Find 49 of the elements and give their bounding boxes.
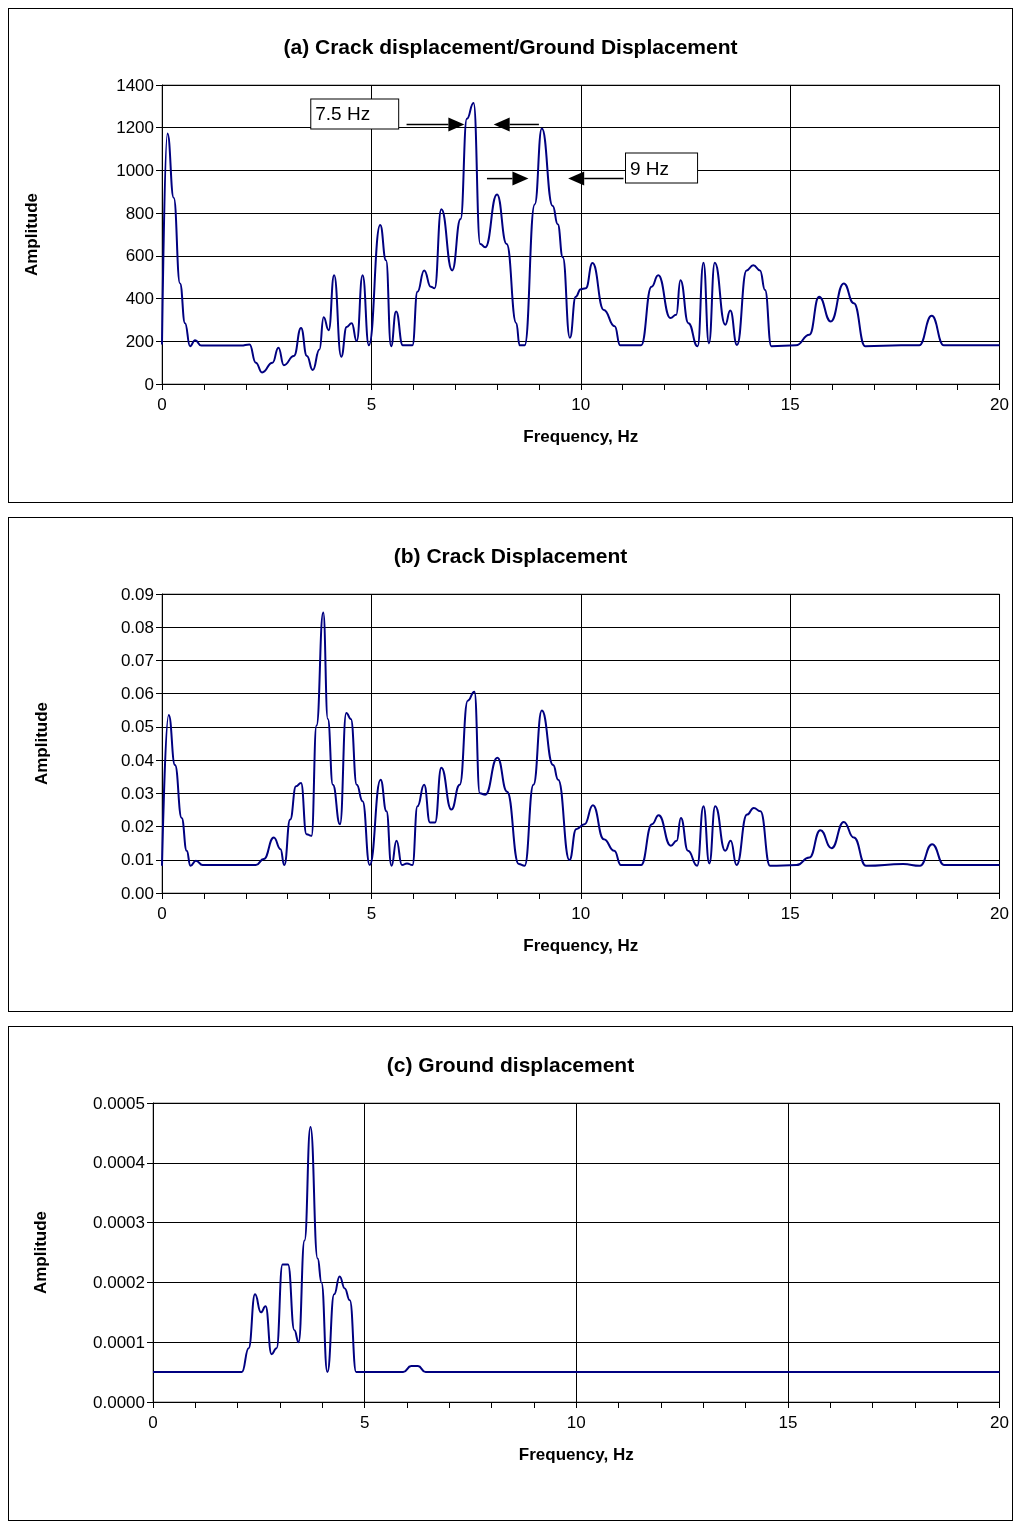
y-axis-title: Amplitude — [32, 701, 51, 786]
x-tick-label: 10 — [571, 904, 591, 923]
y-tick-label: 800 — [125, 203, 154, 223]
y-tick-label: 0.0003 — [93, 1213, 145, 1233]
annotation: 7.5 Hz — [315, 103, 371, 125]
y-tick-label: 1000 — [116, 160, 154, 180]
y-axis-title: Amplitude — [31, 1210, 50, 1295]
y-tick-label: 0.0005 — [93, 1093, 145, 1113]
x-tick-label: 20 — [990, 395, 1010, 414]
y-tick-label: 0.03 — [120, 783, 154, 803]
x-tick-label: 20 — [990, 904, 1010, 923]
chart-title: (a) Crack displacement/Ground Displacement — [283, 35, 738, 58]
x-tick-label: 5 — [359, 1413, 370, 1432]
y-tick-label: 0 — [144, 374, 154, 394]
x-tick-label: 20 — [990, 1413, 1010, 1432]
chart-title: (b) Crack Displacement — [393, 544, 628, 567]
y-tick-label: 0.02 — [120, 817, 154, 837]
y-tick-label: 0.0004 — [93, 1153, 145, 1173]
y-tick-label: 400 — [125, 289, 154, 309]
y-tick-label: 0.01 — [120, 850, 154, 870]
x-tick-label: 10 — [571, 395, 591, 414]
y-tick-label: 1400 — [116, 75, 154, 95]
y-tick-label: 600 — [125, 246, 154, 266]
x-tick-label: 5 — [366, 395, 377, 414]
y-tick-label: 0.08 — [120, 617, 154, 637]
x-tick-label: 0 — [157, 904, 167, 923]
y-axis-title: Amplitude — [22, 192, 41, 277]
y-tick-label: 0.09 — [120, 584, 154, 604]
y-tick-label: 200 — [125, 331, 154, 351]
x-tick-label: 15 — [780, 904, 800, 923]
x-tick-label: 10 — [566, 1413, 586, 1432]
y-tick-label: 0.05 — [120, 717, 154, 737]
y-tick-label: 0.07 — [120, 650, 154, 670]
x-tick-label: 15 — [780, 395, 800, 414]
x-axis-title: Frequency, Hz — [523, 427, 639, 446]
x-tick-label: 0 — [157, 395, 167, 414]
y-tick-label: 0.04 — [120, 750, 154, 770]
y-tick-label: 0.00 — [120, 883, 154, 903]
annotation: 9 Hz — [630, 157, 670, 179]
y-tick-label: 0.06 — [120, 684, 154, 704]
x-tick-label: 5 — [366, 904, 377, 923]
x-axis-title: Frequency, Hz — [523, 936, 639, 955]
x-axis-title: Frequency, Hz — [518, 1445, 634, 1464]
x-tick-label: 15 — [778, 1413, 798, 1432]
chart-title: (c) Ground displacement — [386, 1053, 635, 1076]
y-tick-label: 0.0001 — [93, 1332, 145, 1352]
y-tick-label: 0.0002 — [93, 1272, 145, 1292]
y-tick-label: 1200 — [116, 118, 154, 138]
y-tick-label: 0.0000 — [93, 1392, 145, 1412]
